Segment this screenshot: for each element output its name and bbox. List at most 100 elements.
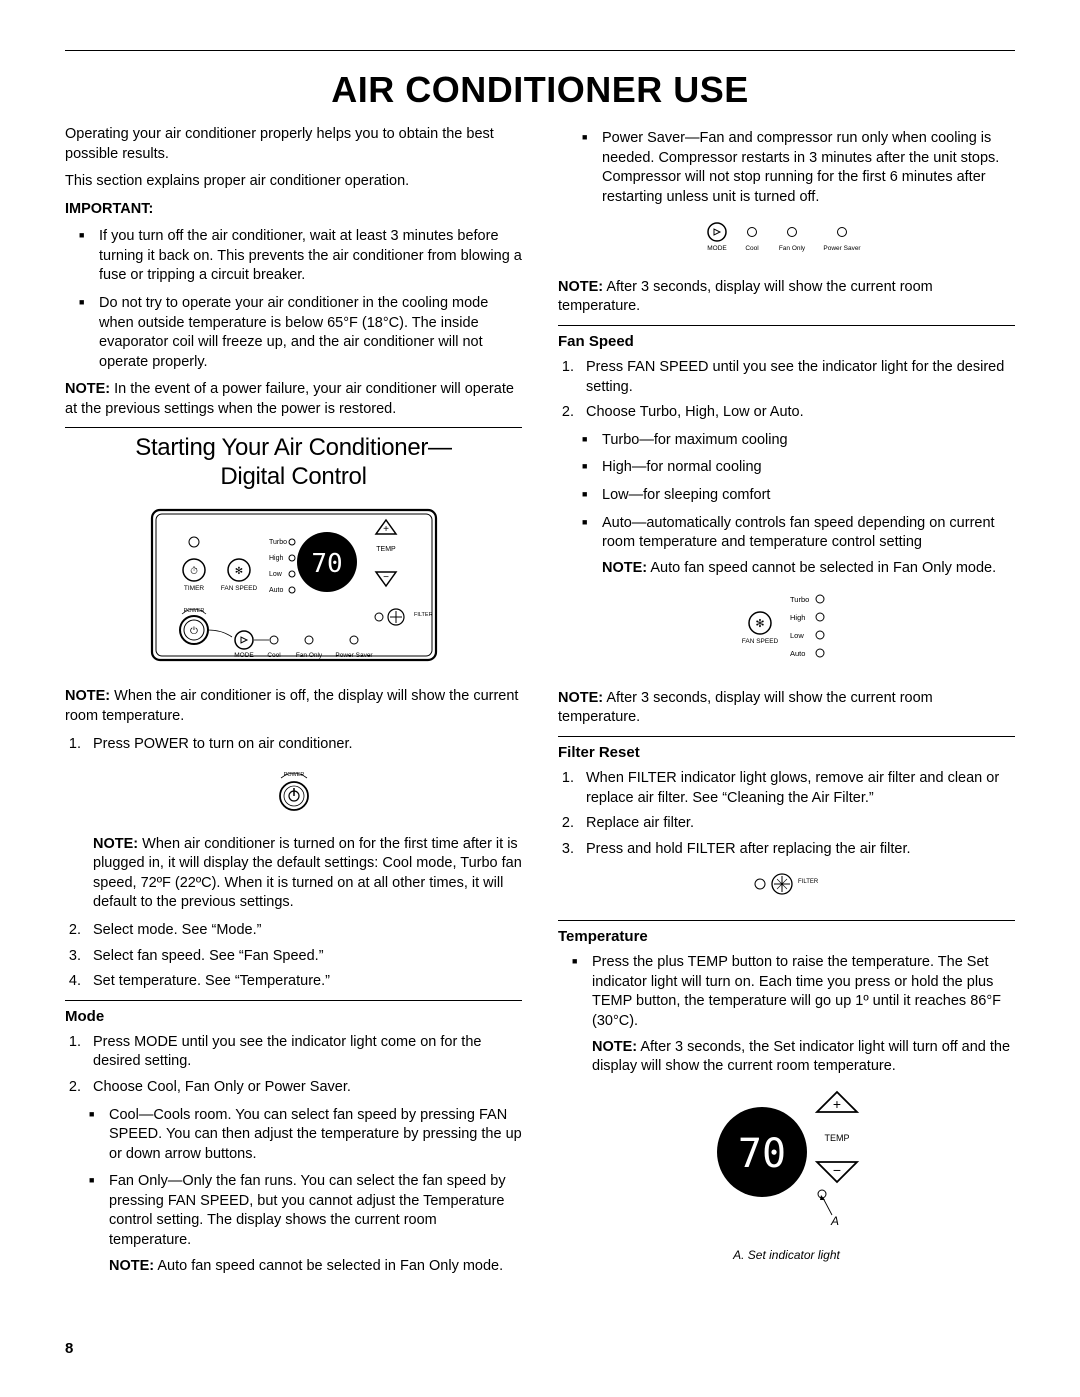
mode-heading: Mode xyxy=(65,1007,522,1027)
temp-note: NOTE: After 3 seconds, the Set indicator… xyxy=(592,1038,1015,1077)
right-column: Power Saver—Fan and compressor run only … xyxy=(558,125,1015,1284)
filter-step: Press and hold FILTER after replacing th… xyxy=(578,840,1015,860)
svg-text:Low: Low xyxy=(790,631,804,640)
svg-text:Fan Only: Fan Only xyxy=(295,652,322,659)
bullet-head: Low xyxy=(602,487,629,503)
svg-text:Turbo: Turbo xyxy=(790,595,809,604)
svg-text:High: High xyxy=(790,613,805,622)
fs-bullet: Turbo—for maximum cooling xyxy=(586,431,1015,451)
fanonly-note: NOTE: Auto fan speed cannot be selected … xyxy=(109,1257,522,1277)
start-steps-cont: Select mode. See “Mode.” Select fan spee… xyxy=(65,921,522,992)
fs-bullet: Auto—automatically controls fan speed de… xyxy=(586,514,1015,579)
temp-bullets: Press the plus TEMP button to raise the … xyxy=(558,953,1015,1076)
fanspeed-steps: Press FAN SPEED until you see the indica… xyxy=(558,358,1015,423)
note-label: NOTE: xyxy=(65,688,110,704)
svg-text:+: + xyxy=(832,1096,840,1112)
svg-text:Auto: Auto xyxy=(269,587,284,594)
step: Select mode. See “Mode.” xyxy=(85,921,522,941)
note-text: Auto fan speed cannot be selected in Fan… xyxy=(154,1258,503,1274)
bullet-body: for maximum cooling xyxy=(654,432,788,448)
bullet-body: automatically controls fan speed dependi… xyxy=(602,515,995,551)
note-label: NOTE: xyxy=(558,279,603,295)
fanspeed-bullets: Turbo—for maximum cooling High—for norma… xyxy=(558,431,1015,578)
svg-text:Low: Low xyxy=(269,571,283,578)
rule xyxy=(558,920,1015,921)
note-text: In the event of a power failure, your ai… xyxy=(65,381,514,417)
important-item: Do not try to operate your air condition… xyxy=(83,294,522,372)
bullet-head: High xyxy=(602,459,632,475)
fanspeed-step: Press FAN SPEED until you see the indica… xyxy=(578,358,1015,397)
bullet-body: Cools room. You can select fan speed by … xyxy=(109,1107,522,1162)
bullet-head: Fan Only xyxy=(109,1173,168,1189)
page-number: 8 xyxy=(65,1340,73,1357)
mode-step: Press MODE until you see the indicator l… xyxy=(85,1033,522,1072)
start-steps: Press POWER to turn on air conditioner. xyxy=(65,735,522,755)
temp-bullet: Press the plus TEMP button to raise the … xyxy=(576,953,1015,1076)
note-after-fanspeed: NOTE: After 3 seconds, display will show… xyxy=(558,689,1015,728)
svg-text:70: 70 xyxy=(737,1131,785,1177)
temp-heading: Temperature xyxy=(558,927,1015,947)
fs-bullet: Low—for sleeping comfort xyxy=(586,486,1015,506)
svg-text:FILTER: FILTER xyxy=(798,879,819,885)
note-text: When the air conditioner is off, the dis… xyxy=(65,688,518,724)
mode-step: Choose Cool, Fan Only or Power Saver. xyxy=(85,1078,522,1098)
bullet-head: Auto xyxy=(602,515,632,531)
rule xyxy=(558,736,1015,737)
fanspeed-step: Choose Turbo, High, Low or Auto. xyxy=(578,403,1015,423)
subhead-line2: Digital Control xyxy=(220,463,366,490)
dash: — xyxy=(632,459,647,475)
svg-text:FAN SPEED: FAN SPEED xyxy=(741,638,778,645)
rule xyxy=(558,325,1015,326)
note-text: Auto fan speed cannot be selected in Fan… xyxy=(647,560,996,576)
important-list: If you turn off the air conditioner, wai… xyxy=(65,227,522,372)
dash: — xyxy=(629,487,644,503)
intro2: This section explains proper air conditi… xyxy=(65,172,522,192)
dash: — xyxy=(639,432,654,448)
filter-icon-figure: FILTER xyxy=(558,869,1015,906)
mode-bullets: Cool—Cools room. You can select fan spee… xyxy=(65,1106,522,1277)
temp-caption: A. Set indicator light xyxy=(558,1247,1015,1263)
svg-text:MODE: MODE xyxy=(707,245,727,252)
svg-text:TEMP: TEMP xyxy=(376,546,396,553)
svg-text:70: 70 xyxy=(311,549,342,579)
note-text: After 3 seconds, the Set indicator light… xyxy=(592,1039,1010,1075)
note3: NOTE: When air conditioner is turned on … xyxy=(65,835,522,913)
powersaver-bullet: Power Saver—Fan and compressor run only … xyxy=(586,129,1015,207)
fanspeed-icon-figure: ✻ FAN SPEED Turbo High Low Auto xyxy=(558,588,1015,675)
svg-text:Turbo: Turbo xyxy=(269,539,287,546)
mode-icon-figure: MODE Cool Fan Only Power Saver xyxy=(558,217,1015,264)
bullet-body: for normal cooling xyxy=(646,459,761,475)
svg-text:⏻: ⏻ xyxy=(190,626,198,637)
step: Set temperature. See “Temperature.” xyxy=(85,972,522,992)
note-text: After 3 seconds, display will show the c… xyxy=(558,279,933,315)
note-label: NOTE: xyxy=(93,836,138,852)
subhead-line1: Starting Your Air Conditioner— xyxy=(135,434,452,461)
mode-bullet: Fan Only—Only the fan runs. You can sele… xyxy=(93,1172,522,1276)
svg-text:−: − xyxy=(832,1162,840,1178)
note-label: NOTE: xyxy=(602,560,647,576)
note-label: NOTE: xyxy=(65,381,110,397)
bullet-head: Turbo xyxy=(602,432,639,448)
svg-text:+: + xyxy=(383,524,389,535)
svg-text:−: − xyxy=(383,572,389,583)
svg-text:Fan Only: Fan Only xyxy=(778,245,805,252)
filter-step: When FILTER indicator light glows, remov… xyxy=(578,769,1015,808)
filter-steps: When FILTER indicator light glows, remov… xyxy=(558,769,1015,859)
important-item: If you turn off the air conditioner, wai… xyxy=(83,227,522,286)
page-title: AIR CONDITIONER USE xyxy=(65,69,1015,111)
important-label: IMPORTANT: xyxy=(65,200,522,220)
filter-heading: Filter Reset xyxy=(558,743,1015,763)
svg-text:FILTER: FILTER xyxy=(414,612,433,618)
svg-text:POWER: POWER xyxy=(183,608,204,614)
fs-bullet: High—for normal cooling xyxy=(586,458,1015,478)
svg-text:✻: ✻ xyxy=(755,618,764,630)
fanspeed-auto-note: NOTE: Auto fan speed cannot be selected … xyxy=(602,559,1015,579)
svg-text:✻: ✻ xyxy=(234,566,242,577)
step: Select fan speed. See “Fan Speed.” xyxy=(85,947,522,967)
mode-bullet: Cool—Cools room. You can select fan spee… xyxy=(93,1106,522,1165)
note-label: NOTE: xyxy=(558,690,603,706)
note-label: NOTE: xyxy=(592,1039,637,1055)
svg-text:MODE: MODE xyxy=(234,652,254,659)
note-text: After 3 seconds, display will show the c… xyxy=(558,690,933,726)
svg-text:Power Saver: Power Saver xyxy=(335,652,373,659)
